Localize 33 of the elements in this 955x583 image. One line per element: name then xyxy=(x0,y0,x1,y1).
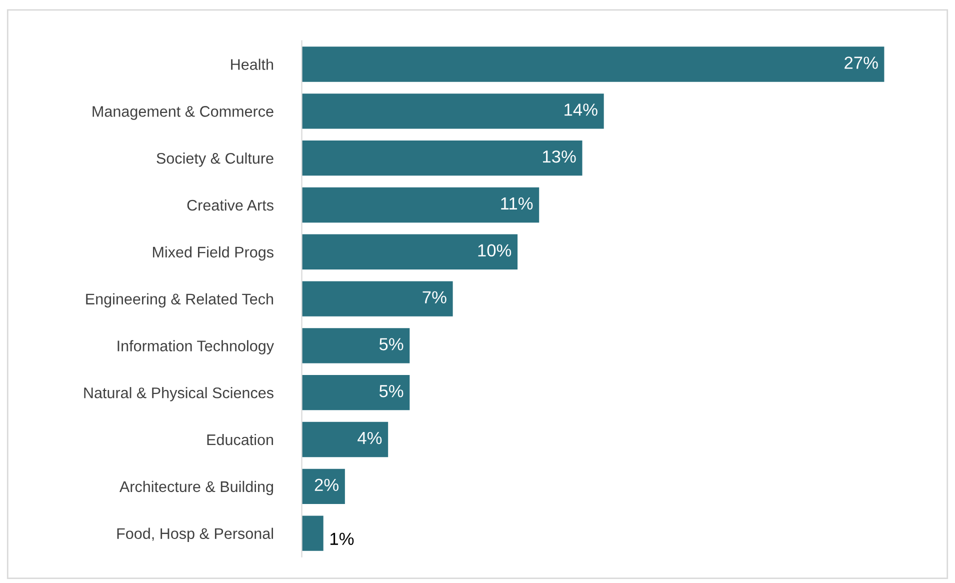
y-tick-label: Natural & Physical Sciences xyxy=(84,387,274,402)
y-tick-label: Food, Hosp & Personal xyxy=(117,528,273,542)
bar xyxy=(302,516,324,551)
data-label: 1% xyxy=(330,532,354,545)
bar xyxy=(302,422,388,458)
bar xyxy=(302,94,604,129)
bar xyxy=(302,328,410,364)
data-label: 5% xyxy=(379,338,404,350)
y-tick-label: Information Technology xyxy=(118,340,274,354)
data-label: 5% xyxy=(379,385,404,398)
data-label: 13% xyxy=(543,150,576,163)
y-tick-label: Society & Culture xyxy=(156,152,274,167)
y-tick-label: Creative Arts xyxy=(187,199,274,211)
bar xyxy=(302,140,582,176)
bar xyxy=(302,375,410,410)
bar xyxy=(302,187,540,223)
data-label: 4% xyxy=(358,432,382,444)
data-label: 11% xyxy=(501,197,533,210)
bar xyxy=(302,281,453,316)
data-label: 14% xyxy=(564,104,598,116)
bar xyxy=(302,46,884,82)
bar xyxy=(302,468,345,504)
y-tick-label: Architecture & Building xyxy=(119,480,274,496)
data-label: 2% xyxy=(314,478,338,491)
bar xyxy=(302,234,518,270)
data-label: 27% xyxy=(844,56,878,69)
y-tick-label: Mixed Field Progs xyxy=(152,246,274,261)
y-tick-label: Engineering & Related Tech xyxy=(86,293,274,308)
y-tick-label: Management & Commerce xyxy=(92,106,274,120)
y-tick-label: Health xyxy=(231,58,274,70)
data-label: 10% xyxy=(478,244,512,257)
data-label: 7% xyxy=(422,291,446,304)
y-tick-label: Education xyxy=(207,434,274,446)
